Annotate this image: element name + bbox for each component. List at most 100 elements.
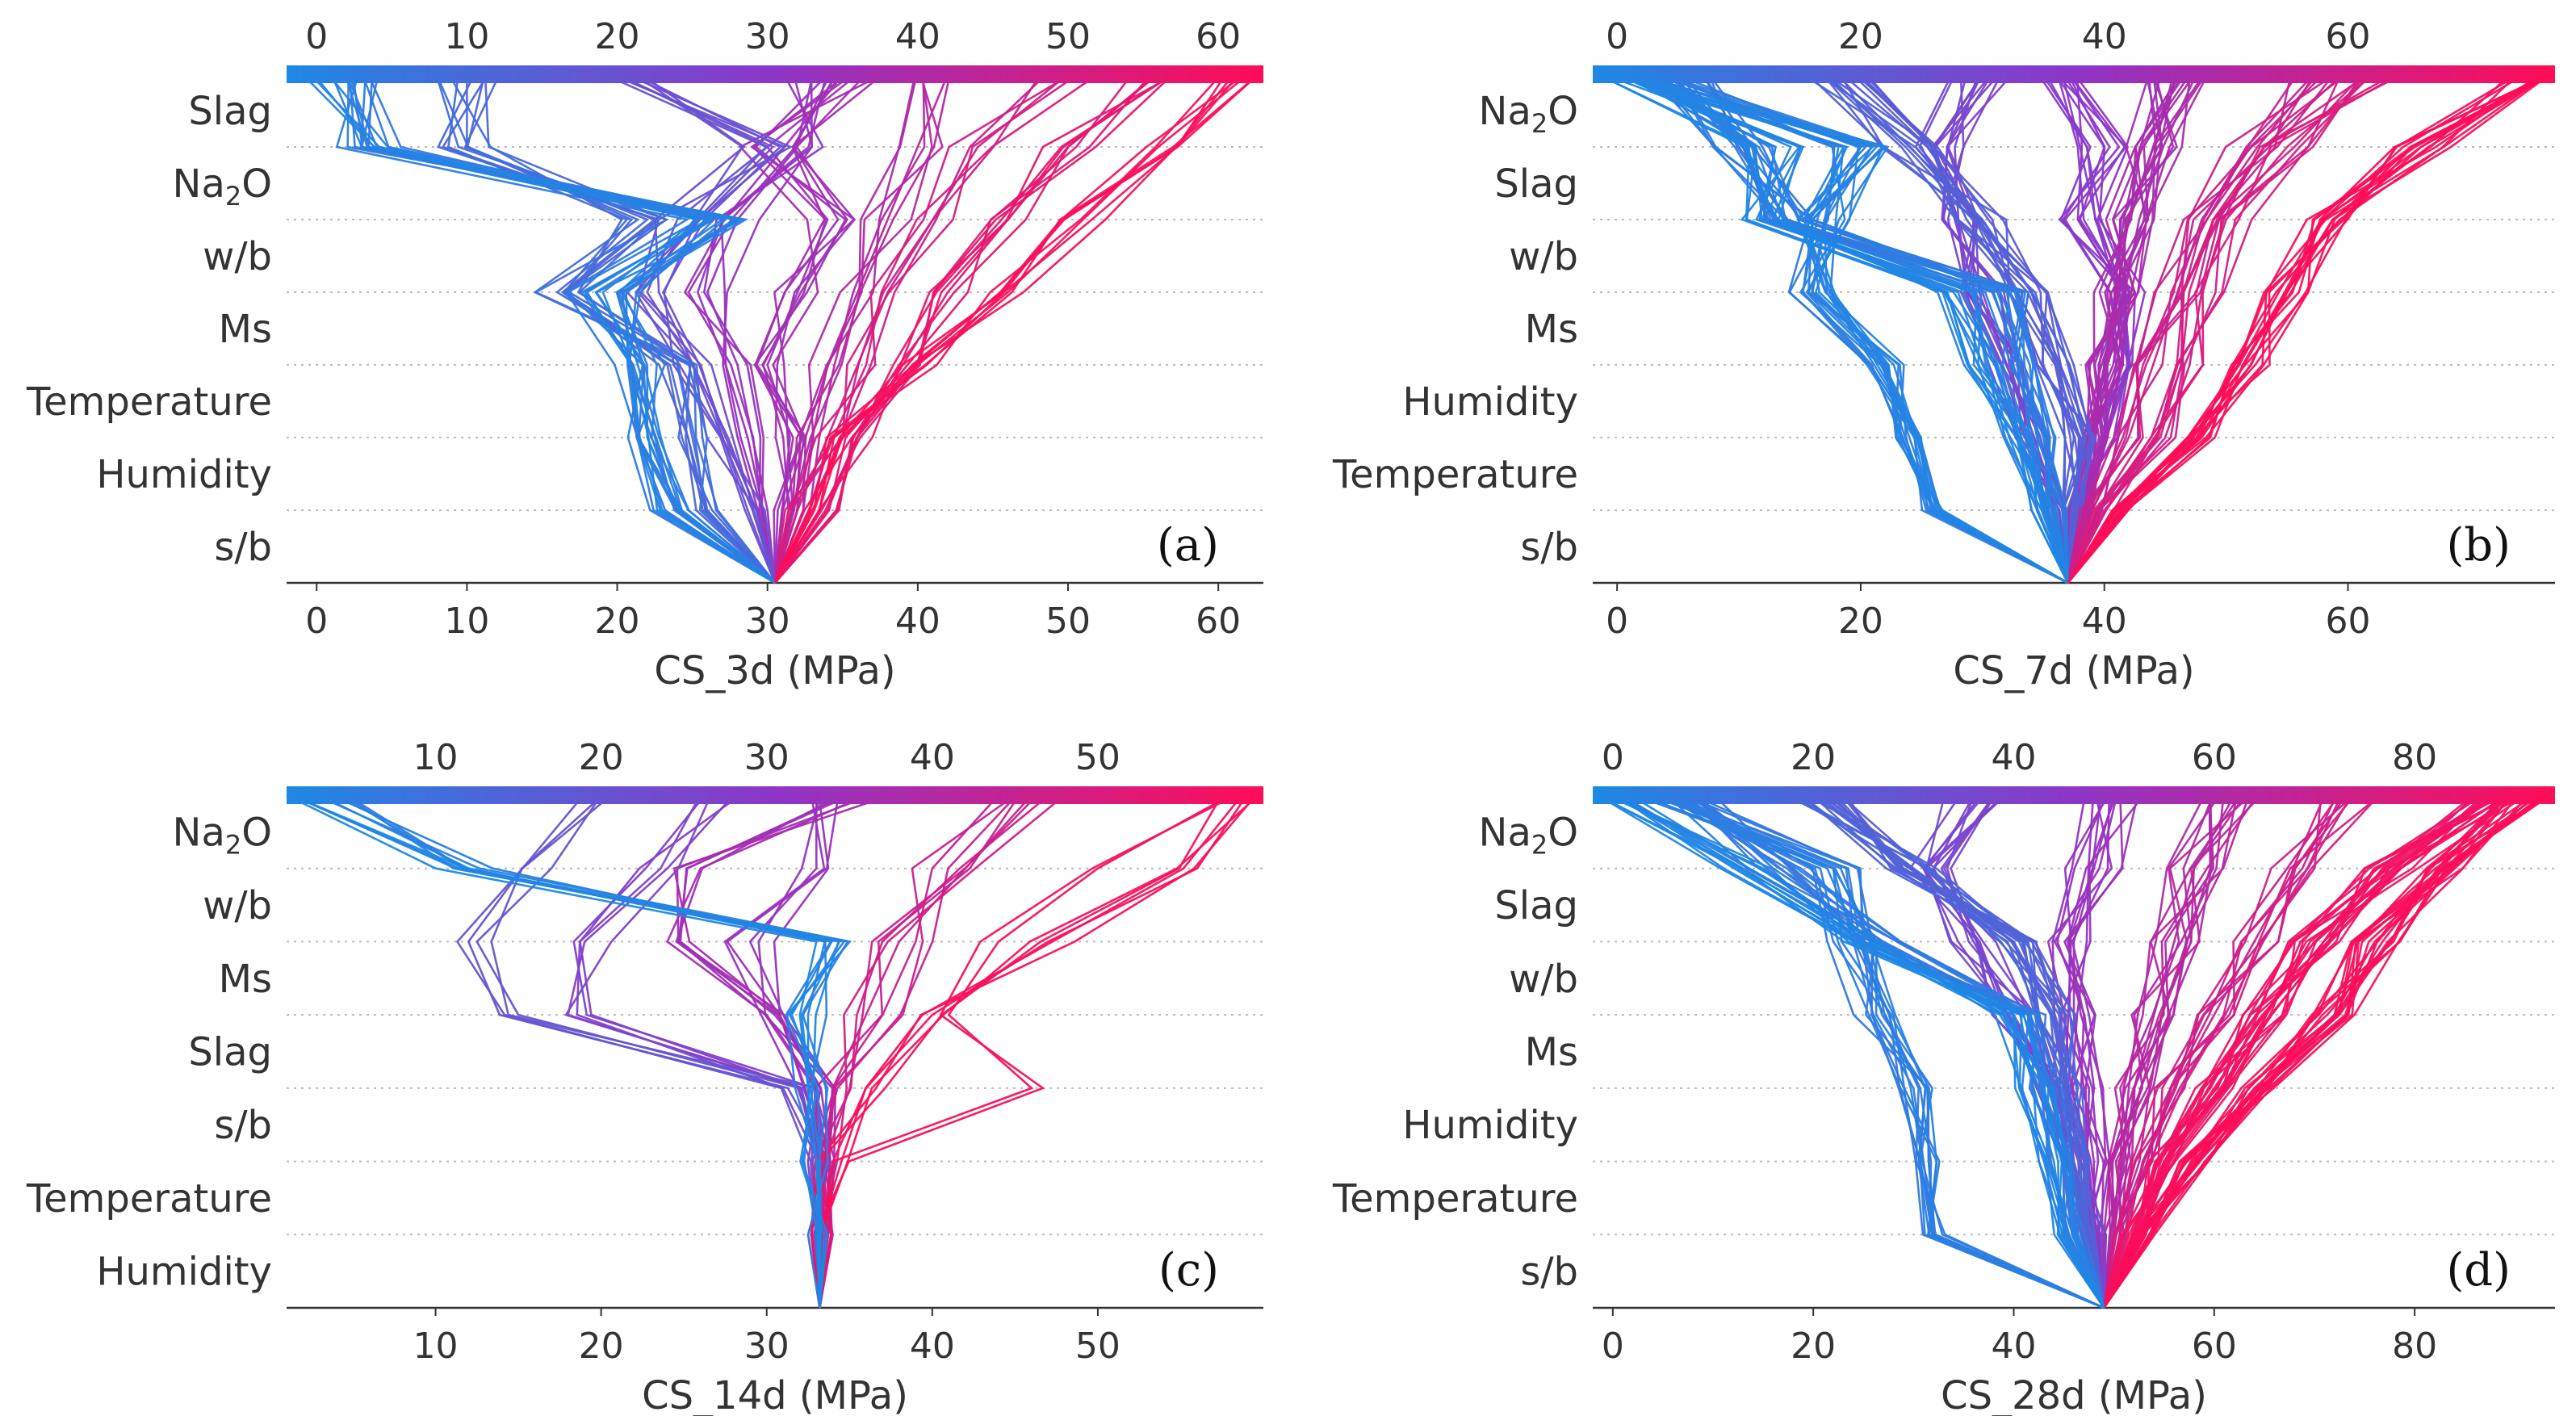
decision-line <box>367 73 776 584</box>
x-axis-title: CS_28d (MPa) <box>1941 1373 2207 1416</box>
feature-label: Humidity <box>1402 379 1578 425</box>
x-tick-label: 10 <box>413 1326 459 1367</box>
colorbar-tick-label: 20 <box>579 737 624 778</box>
colorbar-tick-label: 60 <box>1196 16 1241 57</box>
decision-lines <box>301 73 1259 584</box>
colorbar-tick-label: 10 <box>444 16 489 57</box>
x-tick-label: 20 <box>1791 1326 1836 1367</box>
decision-line <box>706 73 814 584</box>
decision-line <box>362 73 776 584</box>
decision-line <box>1648 73 2069 584</box>
decision-line <box>367 73 776 584</box>
x-tick-label: 20 <box>579 1326 624 1367</box>
decision-line <box>2067 73 2551 584</box>
feature-label: w/b <box>1509 957 1578 1002</box>
colorbar-tick-label: 10 <box>413 737 459 778</box>
panel-c: 10 10 20 20 30 30 40 40 50 50 CS_14d (MPa) Na2O w/b M… <box>26 737 1263 1416</box>
x-tick-label: 60 <box>1196 601 1241 642</box>
decision-line <box>2103 794 2251 1309</box>
decision-line <box>773 73 1259 584</box>
decision-line <box>1609 73 2069 584</box>
decision-line <box>291 794 834 1309</box>
colorbar-tick-label: 40 <box>1992 737 2037 778</box>
decision-line <box>2067 73 2348 584</box>
panel-b: 0 0 20 20 40 40 60 60 CS_7d (MPa) Na2O Slag w/b Ms Hu… <box>1332 16 2555 693</box>
decision-line <box>810 794 1257 1309</box>
decision-line <box>810 794 1050 1309</box>
feature-label: Na2O <box>173 810 272 860</box>
feature-label: w/b <box>203 234 272 279</box>
decision-line <box>1854 73 2092 584</box>
x-tick-label: 30 <box>744 1326 790 1367</box>
decision-line <box>773 73 952 584</box>
colorbar <box>1593 786 2555 804</box>
x-tick-label: 40 <box>2082 601 2127 642</box>
panel-tag: (d) <box>2446 1244 2511 1297</box>
decision-line <box>2067 73 2394 584</box>
decision-line <box>1618 794 2105 1309</box>
decision-line <box>1616 73 2069 584</box>
feature-label: Ms <box>1525 1030 1578 1075</box>
decision-line <box>1597 794 2105 1309</box>
decision-line <box>1641 73 2069 584</box>
feature-label: s/b <box>214 525 272 570</box>
feature-label: Humidity <box>1402 1103 1578 1148</box>
decision-line <box>1597 794 2105 1309</box>
feature-label: Temperature <box>1332 452 1578 497</box>
feature-label: Slag <box>1494 161 1578 207</box>
decision-line <box>2103 794 2551 1309</box>
decision-line <box>773 73 1173 584</box>
decision-line <box>360 73 776 584</box>
decision-line <box>2067 73 2551 584</box>
decision-line <box>1791 794 2105 1309</box>
decision-line <box>2103 794 2514 1309</box>
decision-line <box>2103 794 2517 1309</box>
panel-d: 0 0 20 20 40 40 60 60 80 80 CS_28d (MPa) Na2O Slag w/… <box>1332 737 2555 1416</box>
colorbar-tick-label: 0 <box>1606 16 1628 57</box>
decision-line <box>1656 73 2069 584</box>
feature-label: Na2O <box>1479 810 1578 860</box>
feature-label: Slag <box>188 89 272 134</box>
decision-line <box>1825 73 2087 584</box>
feature-label: Ms <box>219 957 272 1002</box>
feature-label: Ms <box>1525 307 1578 352</box>
decision-line <box>1674 73 2069 584</box>
decision-line <box>340 794 828 1309</box>
x-axis-title: CS_14d (MPa) <box>642 1373 908 1416</box>
feature-label: Temperature <box>26 379 272 425</box>
decision-line <box>315 794 852 1309</box>
panel-tag: (b) <box>2446 519 2511 572</box>
colorbar-tick-label: 30 <box>745 16 790 57</box>
colorbar-tick-label: 80 <box>2392 737 2437 778</box>
colorbar-tick-label: 30 <box>744 737 790 778</box>
decision-line <box>1640 794 2105 1309</box>
decision-line <box>773 73 1079 584</box>
decision-lines <box>286 794 1259 1309</box>
x-tick-label: 40 <box>1992 1326 2037 1367</box>
decision-line <box>819 794 1248 1309</box>
colorbar <box>287 786 1263 804</box>
decision-line <box>818 794 1243 1309</box>
colorbar-tick-label: 0 <box>1602 737 1624 778</box>
colorbar-tick-label: 20 <box>595 16 640 57</box>
x-tick-label: 0 <box>305 601 328 642</box>
colorbar <box>287 65 1263 83</box>
decision-line <box>1946 73 2069 584</box>
decision-line <box>1664 794 2105 1309</box>
decision-lines <box>1597 73 2551 584</box>
decision-line <box>2103 794 2550 1309</box>
decision-line <box>467 794 831 1309</box>
decision-line <box>435 73 776 584</box>
decision-lines <box>1597 794 2551 1309</box>
feature-label: Slag <box>188 1030 272 1075</box>
feature-label: w/b <box>1509 234 1578 279</box>
decision-line <box>1597 73 2069 584</box>
decision-line <box>301 73 776 584</box>
panel-a: 0 0 10 10 20 20 30 30 40 40 50 50 60 60 CS_3d (MPa) Sla… <box>26 16 1263 693</box>
x-tick-label: 40 <box>895 601 940 642</box>
x-tick-label: 50 <box>1075 1326 1120 1367</box>
colorbar-tick-label: 20 <box>1791 737 1836 778</box>
decision-line <box>1822 73 2096 584</box>
feature-label: Temperature <box>1332 1176 1578 1221</box>
decision-line <box>2067 73 2207 584</box>
